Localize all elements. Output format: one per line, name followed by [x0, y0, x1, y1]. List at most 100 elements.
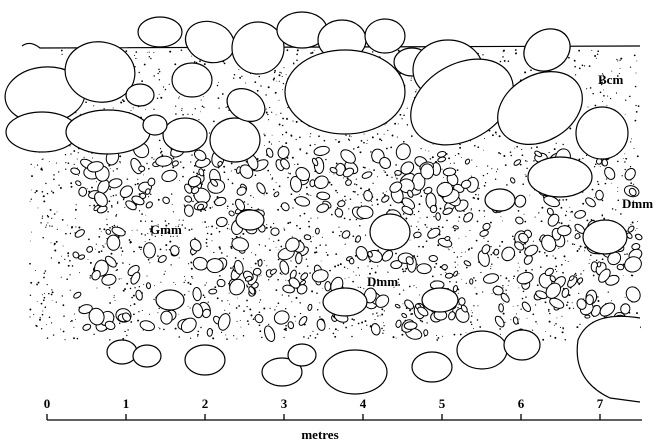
- grain: [67, 252, 69, 254]
- boulder: [576, 107, 628, 159]
- grain: [484, 185, 486, 187]
- grain: [349, 139, 350, 140]
- grain: [306, 152, 308, 154]
- grain: [77, 338, 79, 340]
- grain: [223, 166, 225, 168]
- grain: [475, 287, 476, 288]
- grain: [297, 163, 299, 165]
- grain: [562, 331, 564, 333]
- grain: [452, 247, 453, 248]
- grain: [356, 184, 357, 185]
- grain: [416, 226, 417, 227]
- grain: [517, 305, 518, 306]
- grain: [555, 266, 557, 268]
- grain: [283, 83, 284, 84]
- grain: [448, 248, 449, 249]
- grain: [376, 199, 378, 201]
- grain: [306, 187, 308, 189]
- grain: [110, 168, 111, 169]
- grain: [461, 279, 462, 280]
- grain: [548, 152, 549, 153]
- grain: [636, 60, 637, 61]
- grain: [47, 222, 48, 223]
- grain: [71, 320, 73, 322]
- grain: [372, 136, 374, 138]
- grain: [159, 308, 160, 309]
- grain: [209, 207, 211, 209]
- grain: [299, 228, 300, 229]
- grain: [337, 207, 338, 208]
- grain: [134, 55, 135, 56]
- grain: [574, 60, 576, 62]
- grain: [253, 318, 255, 320]
- pebble: [574, 233, 581, 240]
- grain: [45, 227, 46, 228]
- grain: [219, 231, 221, 233]
- grain: [111, 206, 112, 207]
- grain: [360, 287, 361, 288]
- grain: [308, 338, 309, 339]
- grain: [496, 134, 497, 135]
- grain: [268, 119, 269, 120]
- grain: [190, 338, 191, 339]
- grain: [577, 250, 579, 252]
- grain: [71, 227, 73, 229]
- grain: [198, 119, 199, 120]
- grain: [226, 338, 228, 340]
- grain: [62, 219, 64, 221]
- grain: [270, 174, 271, 175]
- grain: [74, 164, 75, 165]
- boulder: [172, 63, 212, 97]
- grain: [589, 259, 590, 260]
- grain: [219, 248, 221, 250]
- grain: [106, 219, 107, 220]
- grain: [586, 219, 588, 221]
- grain: [54, 244, 55, 245]
- grain: [57, 229, 58, 230]
- grain: [465, 252, 466, 253]
- grain: [251, 207, 252, 208]
- grain: [565, 215, 567, 217]
- grain: [240, 320, 241, 321]
- grain: [461, 252, 462, 253]
- pebble: [209, 289, 218, 295]
- grain: [276, 114, 277, 115]
- grain: [43, 200, 45, 202]
- grain: [134, 303, 136, 305]
- pebble: [413, 232, 421, 239]
- grain: [622, 175, 623, 176]
- grain: [103, 246, 104, 247]
- grain: [53, 179, 55, 181]
- grain: [148, 196, 149, 197]
- grain: [537, 324, 538, 325]
- grain: [158, 327, 159, 328]
- grain: [130, 305, 131, 306]
- pebble: [146, 283, 151, 289]
- grain: [58, 185, 59, 186]
- grain: [562, 328, 563, 329]
- pebble: [442, 264, 448, 269]
- grain: [541, 221, 542, 222]
- grain: [505, 289, 506, 290]
- grain: [246, 306, 247, 307]
- grain: [575, 273, 576, 274]
- grain: [273, 241, 274, 242]
- grain: [473, 328, 474, 329]
- grain: [351, 318, 353, 320]
- grain: [405, 268, 407, 270]
- grain: [236, 307, 238, 309]
- scale-unit: metres: [301, 427, 338, 442]
- sediment-diagram: BcmDmmGmmDmm 01234567metres: [0, 0, 672, 444]
- grain: [268, 279, 269, 280]
- grain: [386, 174, 388, 176]
- grain: [537, 284, 539, 286]
- grain: [591, 50, 592, 51]
- grain: [188, 306, 189, 307]
- pebble: [597, 262, 601, 268]
- pebble: [355, 235, 362, 243]
- grain: [149, 52, 150, 53]
- grain: [140, 220, 142, 222]
- pebble: [561, 288, 570, 299]
- grain: [403, 303, 404, 304]
- grain: [49, 225, 50, 226]
